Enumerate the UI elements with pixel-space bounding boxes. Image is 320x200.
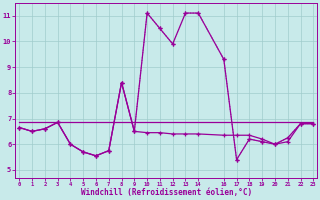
X-axis label: Windchill (Refroidissement éolien,°C): Windchill (Refroidissement éolien,°C) <box>81 188 252 197</box>
